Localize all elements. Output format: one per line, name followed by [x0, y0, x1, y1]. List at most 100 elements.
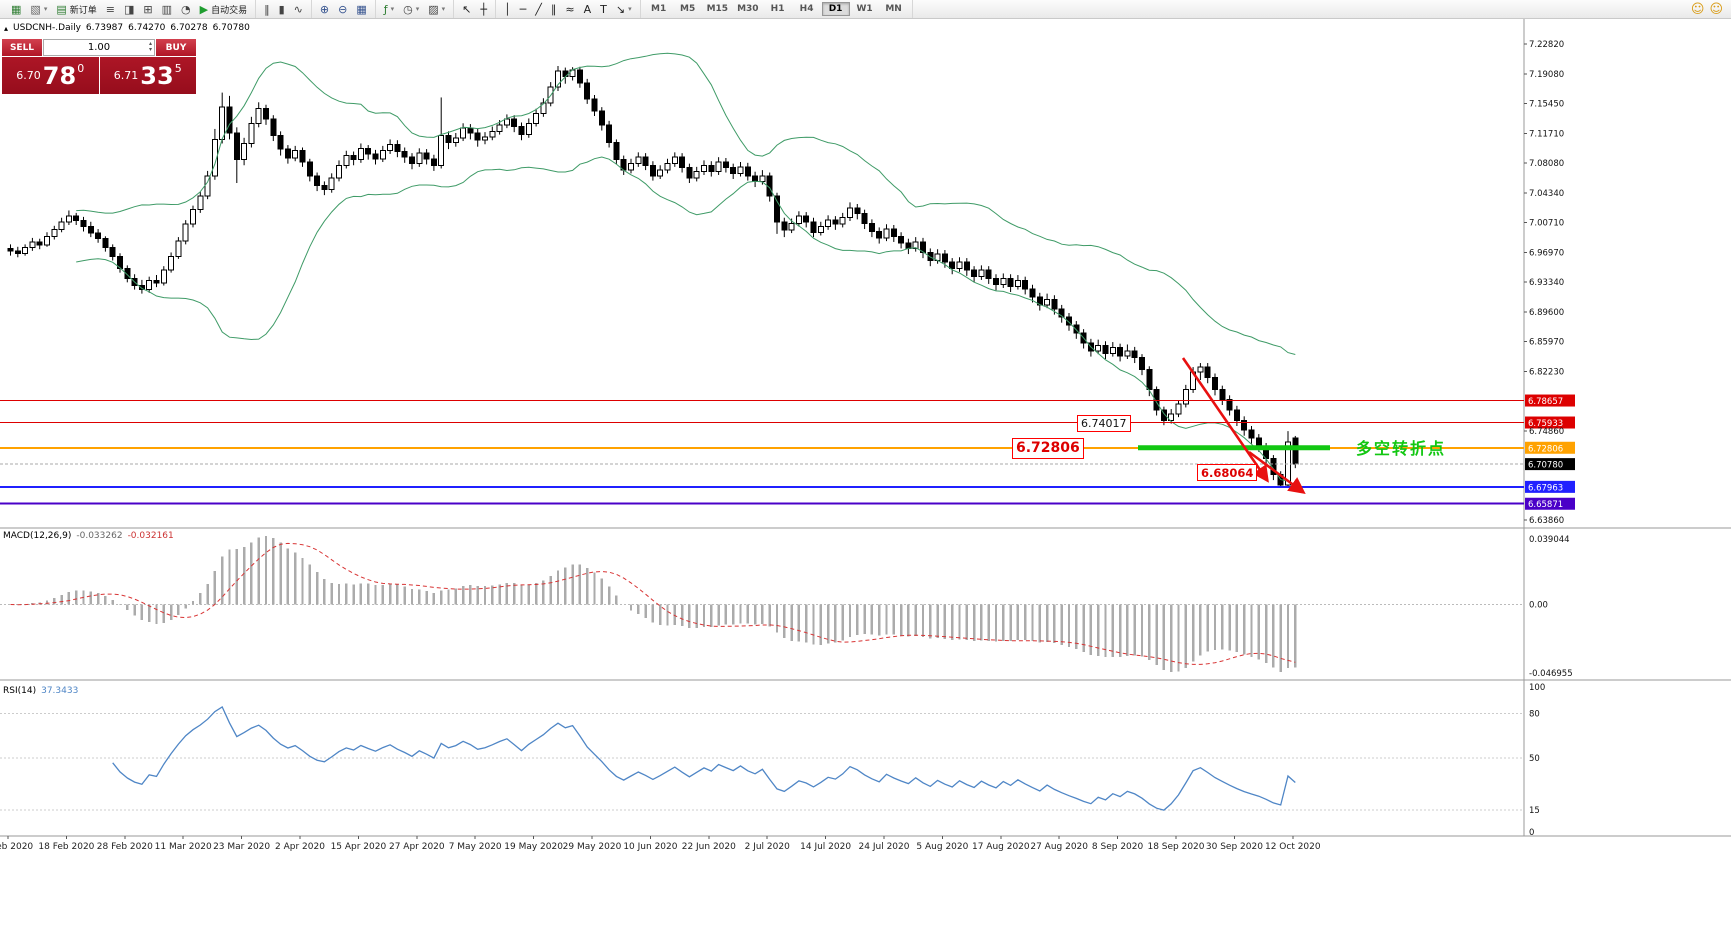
timeframe-m1-button[interactable]: M1 — [650, 4, 667, 14]
macd-axis-label: 0.00 — [1529, 600, 1548, 610]
vertical-line-button[interactable]: │ — [500, 1, 515, 18]
line-chart-button[interactable]: ∿ — [290, 1, 307, 18]
collapse-icon[interactable]: ▴ — [4, 23, 9, 33]
trendline-button[interactable]: ╱ — [531, 1, 546, 18]
zoom-out-button[interactable]: ⊖ — [334, 1, 351, 18]
timeframe-h4-button[interactable]: H4 — [799, 4, 814, 14]
trade-panel-prices: 6.70 78 0 6.71 33 5 — [2, 57, 196, 94]
buy-button[interactable]: BUY — [156, 39, 196, 56]
rsi-axis-label: 100 — [1529, 683, 1545, 693]
indicators-dropdown-icon[interactable]: ▾ — [390, 5, 395, 13]
sell-price-main: 6.70 — [16, 69, 41, 82]
auto-trading-button[interactable]: ▶ 自动交易 — [196, 1, 251, 18]
bar-chart-button[interactable]: ‖ — [260, 1, 274, 18]
arrows-dropdown-icon[interactable]: ▾ — [628, 5, 632, 13]
sell-button[interactable]: SELL — [2, 39, 42, 56]
time-axis-label: 14 Jul 2020 — [800, 842, 851, 852]
buy-price-point: 5 — [174, 62, 182, 75]
chart-stage: 6.78657 6.75933 6.72806 6.70780 6.67963 6.658… — [0, 19, 1731, 943]
community-icon[interactable]: ☺ — [1690, 1, 1705, 17]
timeframe-h1-button[interactable]: H1 — [770, 4, 785, 14]
navigator-button[interactable]: ⊞ — [139, 1, 156, 18]
timeframe-m15-button[interactable]: M15 — [706, 4, 729, 14]
buy-price-pips: 33 — [140, 61, 174, 90]
strategy-tester-button[interactable]: ◔ — [177, 1, 195, 18]
turning-point-text[interactable]: 多空转折点 — [1356, 439, 1447, 458]
equidistant-channel-button[interactable]: ∥ — [547, 1, 561, 18]
text-button[interactable]: A — [580, 1, 596, 18]
zoom-group: ⊕ ⊖ ▦ — [312, 0, 376, 18]
price-scale-label: 7.08080 — [1529, 159, 1564, 169]
bollinger-lower-band[interactable] — [76, 156, 1296, 488]
timeframe-mn-button[interactable]: MN — [885, 4, 902, 14]
macd-signal-value: -0.032161 — [127, 531, 174, 541]
axis-price-box-6.67963 — [1525, 480, 1575, 493]
text-label-button[interactable]: T — [596, 1, 611, 18]
help-smiley-icon[interactable]: ☺ — [1709, 1, 1723, 17]
time-axis-label: 7 May 2020 — [449, 842, 502, 852]
price-scale-label: 7.15450 — [1529, 99, 1564, 109]
low-price-label[interactable]: 6.68064 — [1197, 464, 1258, 482]
macd-signal-line[interactable] — [10, 542, 1296, 665]
buy-price-button[interactable]: 6.71 33 5 — [99, 57, 196, 94]
cursor-group: ↖ ┼ — [454, 0, 496, 18]
price-scale-label: 6.89600 — [1529, 308, 1564, 318]
timeframe-d1-button[interactable]: D1 — [821, 2, 850, 16]
timeframe-group: M1 M5 M15 M30 H1 H4 D1 W1 MN — [641, 0, 913, 18]
price-scale-label: 7.04340 — [1529, 189, 1564, 199]
templates-button[interactable]: ▨ ▾ — [424, 1, 449, 18]
chart-canvas[interactable]: 6.786576.759336.728066.707806.679636.658… — [0, 19, 1731, 943]
macd-axis-label: 0.039044 — [1529, 535, 1570, 545]
crosshair-button[interactable]: ┼ — [476, 1, 491, 18]
price-scale-label: 6.93340 — [1529, 278, 1564, 288]
zoom-in-button[interactable]: ⊕ — [316, 1, 333, 18]
time-axis-label: 29 May 2020 — [563, 842, 622, 852]
time-axis-label: 19 May 2020 — [504, 842, 563, 852]
trend-arrow-1[interactable] — [1181, 357, 1269, 483]
templates-icon: ▨ — [428, 2, 439, 16]
trend-arrow-2[interactable] — [1248, 450, 1306, 495]
horizontal-line-button[interactable]: ─ — [516, 1, 531, 18]
time-axis-label: 11 Mar 2020 — [155, 842, 212, 852]
candlestick-chart-button[interactable]: ▮ — [275, 1, 289, 18]
entry-price-label[interactable]: 6.74017 — [1077, 414, 1131, 432]
new-chart-button[interactable]: ▦ — [7, 1, 25, 18]
axis-price-box-text: 6.70780 — [1528, 461, 1563, 471]
arrows-button[interactable]: ↘ ▾ — [612, 1, 636, 18]
cursor-icon: ↖ — [462, 2, 472, 16]
cursor-button[interactable]: ↖ — [458, 1, 475, 18]
sell-price-button[interactable]: 6.70 78 0 — [2, 57, 99, 94]
support-price-label[interactable]: 6.72806 — [1012, 437, 1084, 459]
strategy-tester-icon: ◔ — [181, 2, 191, 16]
auto-trading-icon: ▶ — [199, 2, 209, 16]
time-axis-label: 8 Feb 2020 — [0, 842, 33, 852]
chart-profiles-dropdown-icon[interactable]: ▾ — [43, 5, 48, 13]
periods-dropdown-icon[interactable]: ▾ — [415, 5, 420, 13]
periods-button[interactable]: ◷ ▾ — [399, 1, 423, 18]
periods-icon: ◷ — [403, 2, 413, 16]
indicators-button[interactable]: ƒ ▾ — [380, 1, 398, 18]
toolbar-right-icons: ☺ ☺ — [1691, 3, 1728, 16]
volume-step-up-icon[interactable]: ▴ — [148, 40, 152, 47]
timeframe-m5-button[interactable]: M5 — [679, 4, 696, 14]
bollinger-upper-band[interactable] — [76, 52, 1296, 355]
chart-profiles-button[interactable]: ▧ ▾ — [26, 1, 51, 18]
terminal-button[interactable]: ▥ — [158, 1, 176, 18]
timeframe-m30-button[interactable]: M30 — [737, 4, 759, 14]
macd-main-value: -0.033262 — [76, 531, 123, 541]
volume-stepper[interactable]: ▴ ▾ — [149, 41, 152, 53]
axis-price-box-6.65871 — [1525, 497, 1575, 510]
horizontal-line-icon: ─ — [519, 2, 527, 16]
chart-profiles-icon: ▧ — [30, 2, 41, 16]
trade-panel-controls: SELL 1.00 ▴ ▾ BUY — [2, 39, 196, 56]
tile-windows-button[interactable]: ▦ — [352, 1, 370, 18]
volume-input[interactable]: 1.00 ▴ ▾ — [43, 39, 155, 56]
rsi-line[interactable] — [112, 705, 1296, 811]
data-window-button[interactable]: ◨ — [120, 1, 138, 18]
volume-step-down-icon[interactable]: ▾ — [148, 46, 152, 53]
new-order-button[interactable]: ▤ 新订单 — [52, 1, 100, 18]
timeframe-w1-button[interactable]: W1 — [856, 4, 873, 14]
fibonacci-button[interactable]: ≈ — [561, 1, 578, 18]
market-watch-button[interactable]: ≡ — [102, 1, 119, 18]
templates-dropdown-icon[interactable]: ▾ — [441, 5, 446, 13]
